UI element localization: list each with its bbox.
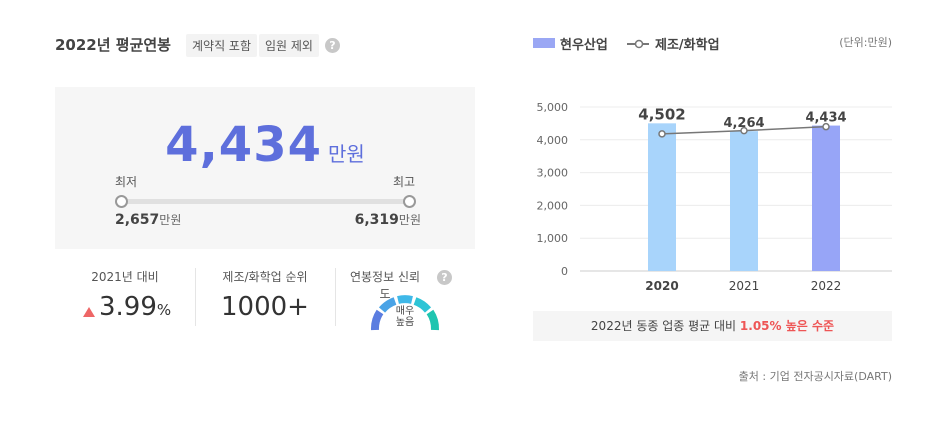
yoy-value: 3.99% bbox=[99, 292, 171, 322]
help-icon[interactable]: ? bbox=[325, 38, 340, 53]
y-tick-label: 2,000 bbox=[537, 199, 569, 212]
bar bbox=[648, 123, 676, 271]
x-tick-label: 2022 bbox=[811, 279, 842, 293]
up-arrow-icon bbox=[83, 307, 95, 317]
rank-label: 제조/화학업 순위 bbox=[222, 270, 308, 284]
divider bbox=[335, 268, 336, 326]
min-salary: 2,657만원 bbox=[115, 211, 181, 228]
salary-chart: 0 1,000 2,000 3,000 4,000 5,000 4,502 2020 4,264… bbox=[537, 101, 892, 293]
max-salary-unit: 만원 bbox=[398, 213, 421, 227]
help-icon[interactable]: ? bbox=[437, 270, 452, 285]
salary-summary-box: 4,434 만원 최저 최고 2,657만원 6,319만원 bbox=[55, 87, 475, 249]
yoy-number: 3.99 bbox=[99, 292, 157, 322]
bar bbox=[730, 131, 758, 271]
legend-line-icon bbox=[627, 39, 649, 49]
legend-bar-label: 현우산업 bbox=[560, 38, 608, 53]
bar-value-label: 4,502 bbox=[638, 105, 685, 123]
industry-point bbox=[740, 126, 748, 135]
tag-executive-excluded: 임원 제외 bbox=[259, 34, 319, 57]
max-salary: 6,319만원 bbox=[349, 211, 421, 228]
max-label: 최고 bbox=[393, 175, 416, 189]
comparison-highlight: 1.05% 높은 수준 bbox=[739, 319, 835, 333]
y-tick-label: 4,000 bbox=[537, 134, 569, 147]
industry-point bbox=[822, 122, 830, 131]
bar-value-label: 4,264 bbox=[723, 116, 764, 131]
x-tick-label: 2020 bbox=[645, 279, 678, 293]
yoy-unit: % bbox=[156, 301, 172, 319]
reliability-label: 연봉정보 신뢰도 bbox=[349, 270, 421, 301]
gauge-segment bbox=[397, 295, 413, 304]
y-tick-label: 5,000 bbox=[537, 101, 569, 114]
y-tick-label: 0 bbox=[561, 265, 568, 278]
gauge-segment bbox=[426, 309, 440, 331]
reliability-value-line2: 높음 bbox=[395, 317, 415, 328]
average-salary-unit: 만원 bbox=[328, 142, 365, 166]
x-tick-label: 2021 bbox=[729, 279, 760, 293]
unit-note: (단위:만원) bbox=[839, 36, 892, 49]
gauge-segment bbox=[378, 297, 397, 313]
range-min-knob bbox=[115, 195, 128, 208]
gauge-segment bbox=[413, 297, 432, 313]
legend-line-label: 제조/화학업 bbox=[655, 38, 720, 53]
min-salary-unit: 만원 bbox=[159, 213, 182, 227]
industry-comparison: 2022년 동종 업종 평균 대비 1.05% 높은 수준 bbox=[533, 311, 892, 341]
yoy-label: 2021년 대비 bbox=[91, 270, 159, 284]
reliability-gauge-icon bbox=[370, 295, 440, 331]
tag-contract-included: 계약직 포함 bbox=[186, 34, 258, 57]
average-salary: 4,434 만원 bbox=[55, 117, 475, 173]
page-title: 2022년 평균연봉 bbox=[55, 36, 171, 54]
salary-range-track bbox=[121, 199, 409, 204]
y-tick-label: 3,000 bbox=[537, 167, 569, 180]
average-salary-value: 4,434 bbox=[165, 117, 322, 173]
reliability-value-line1: 매우 bbox=[395, 306, 415, 317]
bar bbox=[812, 125, 840, 271]
legend-bar-swatch bbox=[533, 38, 555, 48]
gauge-segment bbox=[370, 309, 384, 331]
source-note: 출처 : 기업 전자공시자료(DART) bbox=[738, 370, 892, 383]
divider bbox=[195, 268, 196, 326]
y-tick-label: 1,000 bbox=[537, 232, 569, 245]
range-max-knob bbox=[403, 195, 416, 208]
comparison-text: 2022년 동종 업종 평균 대비 bbox=[590, 319, 740, 333]
bar-value-label: 4,434 bbox=[805, 111, 846, 126]
min-salary-value: 2,657 bbox=[115, 212, 160, 228]
reliability-value: 매우 높음 bbox=[380, 306, 430, 328]
industry-point bbox=[658, 130, 666, 138]
max-salary-value: 6,319 bbox=[354, 212, 399, 228]
min-label: 최저 bbox=[115, 175, 138, 189]
rank-value: 1000+ bbox=[221, 292, 309, 322]
